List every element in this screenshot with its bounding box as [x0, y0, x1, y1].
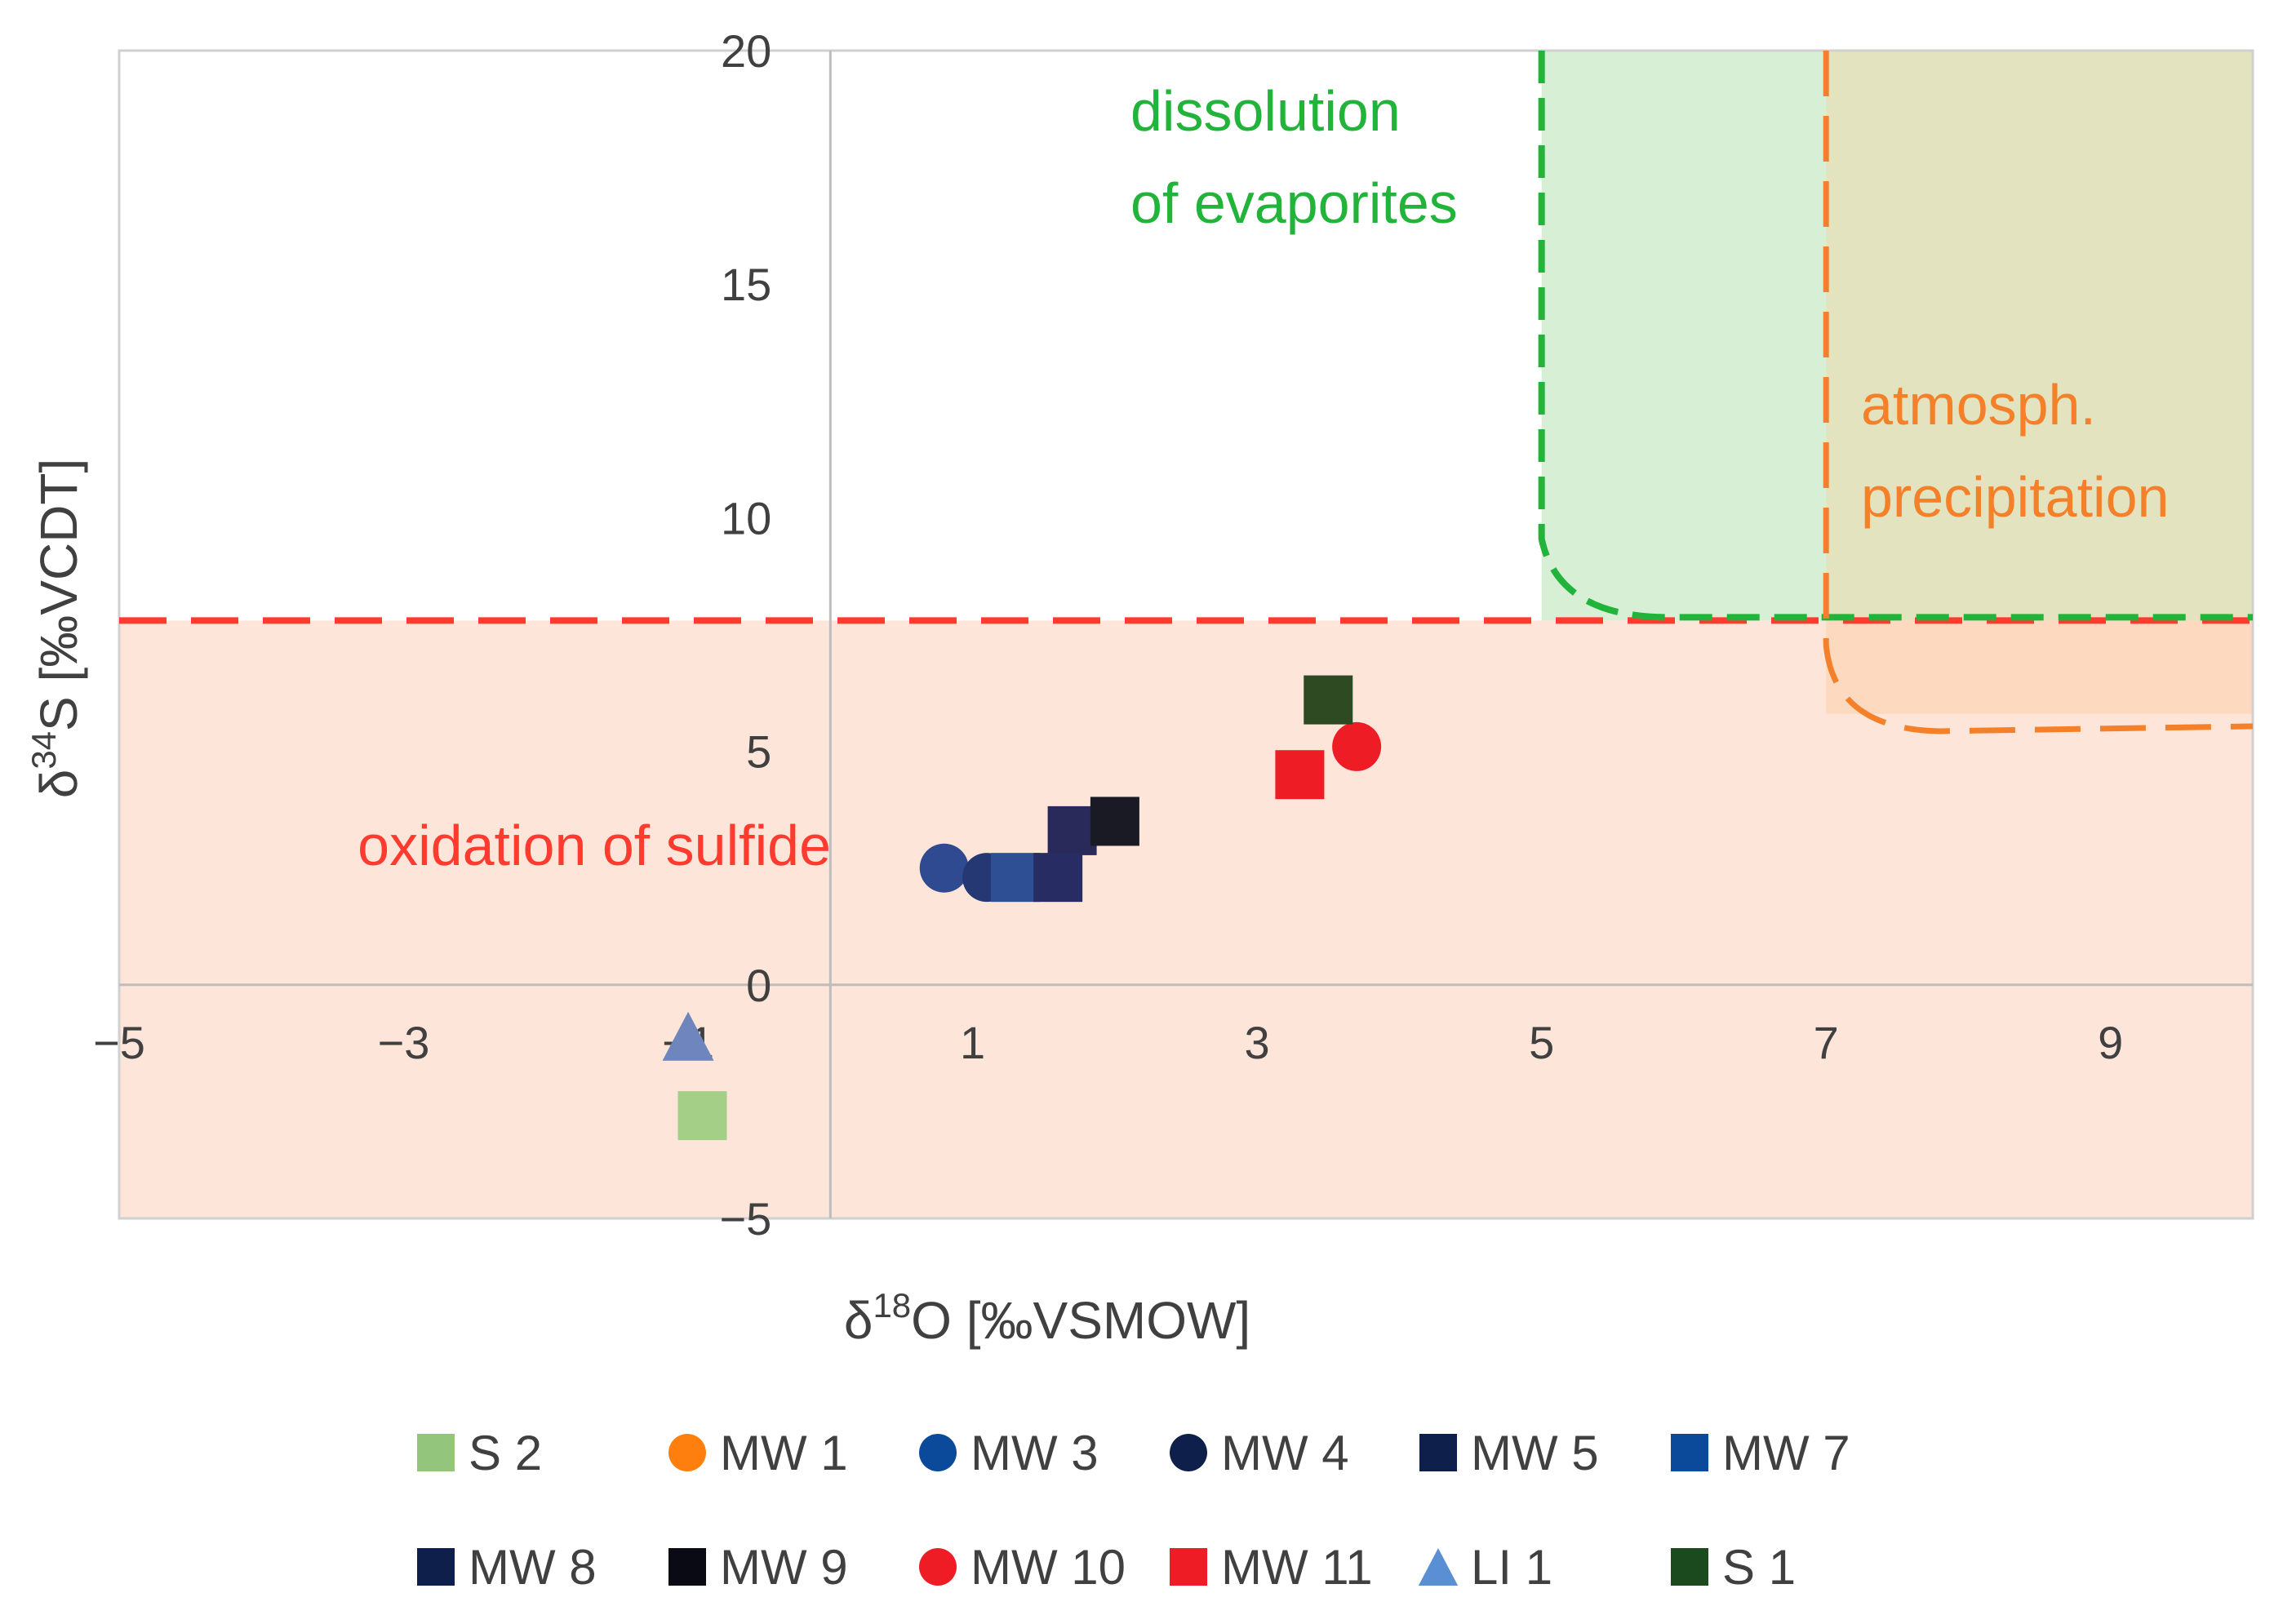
point-s-1: [1304, 675, 1353, 725]
labels-layer: oxidation of sulfide dissolution of evapor…: [358, 79, 2169, 877]
point-mw-5: [1047, 805, 1097, 855]
legend-label: MW 4: [1221, 1426, 1349, 1480]
x-tick-label: 3: [1245, 1017, 1270, 1068]
legend-marker-circle: [668, 1434, 706, 1471]
region-oxidation-of-sulfide: [119, 620, 2253, 1218]
x-tick-label: 1: [960, 1017, 985, 1068]
regions-layer: [119, 51, 2253, 1218]
x-tick-label: −5: [93, 1017, 145, 1068]
y-tick-label: 5: [746, 726, 771, 778]
legend-label: LI 1: [1471, 1540, 1552, 1595]
legend-marker-square: [417, 1548, 455, 1586]
region-atmospheric-precipitation-lower: [1826, 620, 2253, 714]
y-tick-label: −5: [719, 1193, 771, 1245]
points-layer: [662, 675, 1382, 1141]
legend-item-mw-8: MW 8: [417, 1540, 597, 1595]
legend-label: MW 9: [720, 1540, 848, 1595]
legend-item-mw-3: MW 3: [919, 1426, 1099, 1480]
legend-marker-square: [1170, 1548, 1207, 1586]
legend-label: MW 10: [970, 1540, 1126, 1595]
legend-label: S 1: [1722, 1540, 1796, 1595]
legend-marker-square: [1671, 1548, 1708, 1586]
point-mw-7: [990, 853, 1040, 903]
legend-label: S 2: [469, 1426, 542, 1480]
x-axis-title: δ18O [‰VSMOW]: [844, 1286, 1250, 1350]
legend-label: MW 11: [1221, 1540, 1373, 1595]
y-tick-label: 10: [721, 492, 771, 544]
legend-label: MW 3: [970, 1426, 1099, 1480]
label-dissolution-of-evaporites: dissolution: [1130, 79, 1401, 143]
point-mw-3: [919, 843, 969, 893]
y-tick-label: 20: [721, 25, 771, 77]
legend-label: MW 5: [1471, 1426, 1599, 1480]
legend-item-mw-10: MW 10: [919, 1540, 1126, 1595]
legend-label: MW 7: [1722, 1426, 1850, 1480]
plot-frame: [118, 49, 2254, 1220]
legend-layer: S 2 MW 1 MW 3 MW 4 MW 5 MW 7 MW 8 MW 9 MW 10 MW 1…: [417, 1426, 1850, 1595]
legend-label: MW 8: [469, 1540, 597, 1595]
legend-marker-circle: [919, 1548, 957, 1586]
legend-marker-square: [1419, 1434, 1457, 1471]
x-tick-label: 9: [2098, 1017, 2123, 1068]
legend-item-mw-11: MW 11: [1170, 1540, 1373, 1595]
label-oxidation-of-sulfide: oxidation of sulfide: [358, 814, 831, 877]
x-tick-label: −3: [378, 1017, 430, 1068]
point-li-1: [662, 1011, 714, 1061]
legend-marker-circle: [1170, 1434, 1207, 1471]
region-atmospheric-precipitation-upper: [1826, 51, 2253, 621]
legend-marker-square: [417, 1434, 455, 1471]
y-axis-title: δ34S [‰VCDT]: [24, 459, 88, 799]
y-tick-label: 15: [721, 259, 771, 310]
label-dissolution-of-evaporites: of evaporites: [1130, 171, 1458, 235]
legend-marker-circle: [919, 1434, 957, 1471]
legend-item-mw-5: MW 5: [1419, 1426, 1599, 1480]
point-mw-10: [1332, 721, 1382, 771]
label-atmospheric-precipitation: atmosph.: [1861, 373, 2096, 437]
point-mw-8: [1033, 853, 1083, 903]
point-s-2: [677, 1091, 727, 1141]
legend-item-s-2: S 2: [417, 1426, 542, 1480]
x-tick-label: 7: [1814, 1017, 1839, 1068]
legend-label: MW 1: [720, 1426, 848, 1480]
legend-item-mw-7: MW 7: [1671, 1426, 1850, 1480]
y-tick-label: 0: [746, 960, 771, 1011]
legend-item-mw-4: MW 4: [1170, 1426, 1349, 1480]
legend-item-li-1: LI 1: [1418, 1540, 1552, 1595]
boundary-atmospheric-precipitation: [1823, 51, 2254, 734]
label-atmospheric-precipitation: precipitation: [1861, 465, 2169, 529]
x-tick-label: 5: [1529, 1017, 1554, 1068]
boundaries-layer: [119, 51, 2254, 734]
point-mw-9: [1090, 796, 1139, 846]
legend-marker-square: [668, 1548, 706, 1586]
boundary-dissolution-of-evaporites: [1538, 51, 2253, 621]
point-mw-11: [1275, 750, 1325, 800]
legend-marker-square: [1671, 1434, 1708, 1471]
legend-item-mw-1: MW 1: [668, 1426, 848, 1480]
legend-item-s-1: S 1: [1671, 1540, 1796, 1595]
legend-item-mw-9: MW 9: [668, 1540, 848, 1595]
legend-marker-triangle: [1418, 1548, 1459, 1586]
